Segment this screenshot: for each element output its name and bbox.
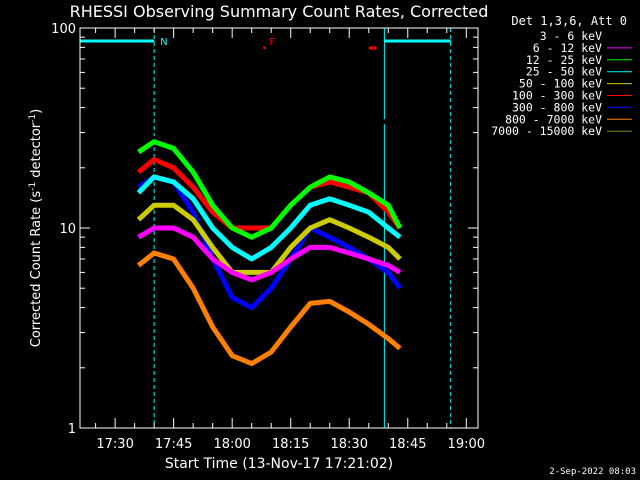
y-axis-label-sup1: -1 [28,182,38,191]
plot-frame [79,27,479,429]
y-axis-label-main: Corrected Count Rate (s [29,191,44,348]
legend-label: 6 - 12 keV [533,41,602,55]
annotation-f: F [269,37,275,48]
y-axis-label-sup2: -1 [28,114,38,123]
x-tick-label: 18:00 [213,437,250,452]
y-axis-label-mid: detector [29,122,44,182]
x-tick-label: 18:15 [272,437,309,452]
legend-label: 800 - 7000 keV [505,112,602,126]
series-line-1 [136,157,403,231]
y-tick-label: 1 [68,422,76,437]
y-axis: 1 10 100 [51,22,478,437]
footer-date: 2-Sep-2022 08:03 [549,467,636,477]
x-tick-label: 17:45 [155,437,192,452]
legend-label: 25 - 50 keV [526,65,602,79]
data-series [136,116,403,428]
series-line-7 [136,250,402,367]
series-line-6 [137,225,402,283]
x-tick-label: 19:00 [448,437,485,452]
chart-title: RHESSI Observing Summary Count Rates, Co… [70,2,489,21]
legend-label: 100 - 300 keV [512,89,602,103]
flare-dot [263,46,266,49]
annotation-n: N [160,37,167,48]
x-axis: 17:30 17:45 18:00 18:15 18:30 18:45 19:00 [95,28,485,452]
x-tick-label: 18:45 [389,437,426,452]
x-tick-label: 18:30 [331,437,368,452]
series-line-2 [137,139,403,240]
y-axis-label: Corrected Count Rate (s-1 detector-1) [28,109,44,347]
legend-label: 3 - 6 keV [540,29,602,43]
y-axis-label-end: ) [29,109,44,114]
legend-label: 12 - 25 keV [526,53,602,67]
legend-label: 300 - 800 keV [512,100,602,114]
legend-label: 7000 - 15000 keV [491,124,602,138]
x-tick-label: 17:30 [96,437,133,452]
series-line-4 [136,174,402,262]
series-line-3 [137,174,403,311]
y-tick-label: 10 [59,222,76,237]
y-tick-label: 100 [51,22,76,37]
series-line-0 [138,116,400,145]
legend-label: 50 - 100 keV [519,77,602,91]
legend-header: Det 1,3,6, Att 0 [511,14,627,28]
x-axis-label: Start Time (13-Nov-17 17:21:02) [165,456,393,472]
